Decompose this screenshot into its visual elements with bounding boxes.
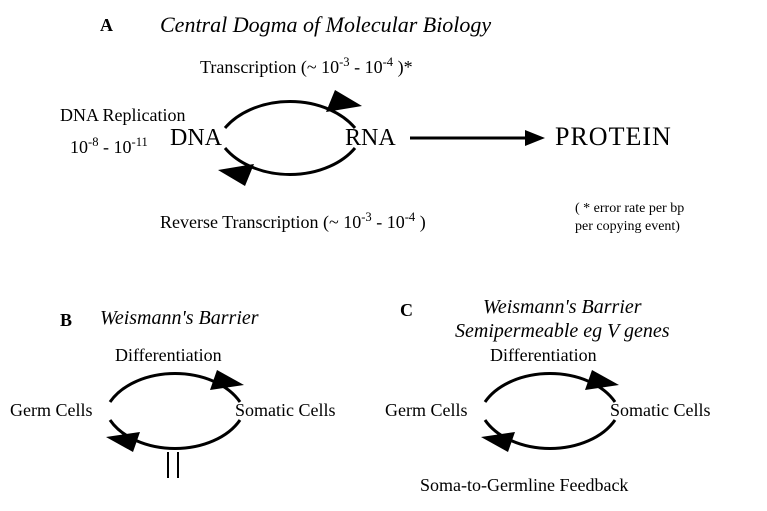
panel-c-cycle (0, 0, 767, 511)
